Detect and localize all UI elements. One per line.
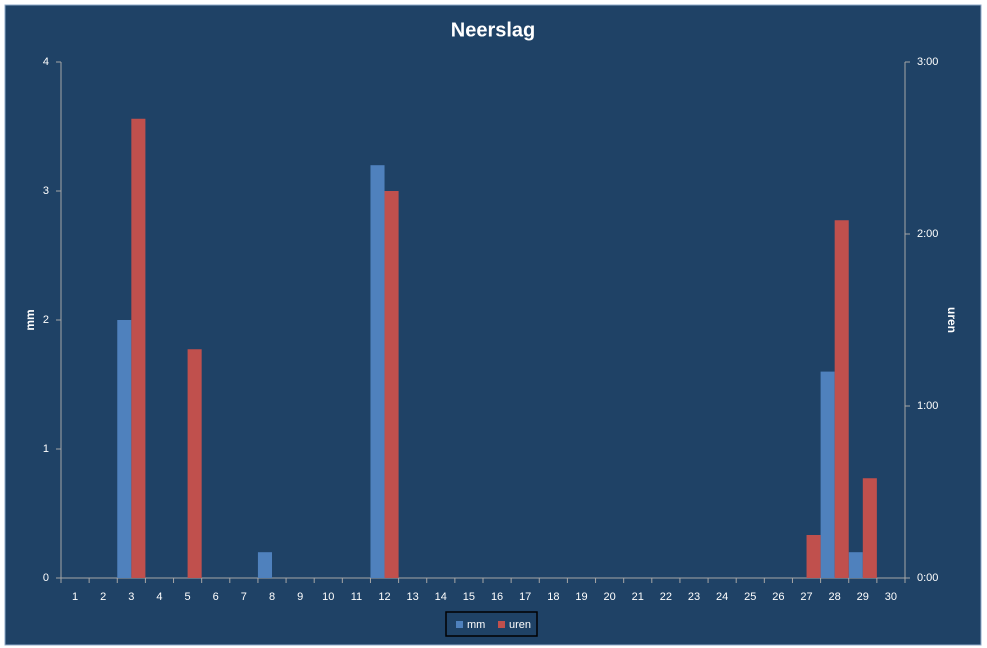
x-tick-label: 24 (716, 591, 728, 603)
x-tick-label: 21 (632, 591, 644, 603)
x-tick-label: 13 (407, 591, 419, 603)
x-tick-label: 27 (800, 591, 812, 603)
bar (257, 552, 272, 578)
x-tick-label: 3 (128, 591, 134, 603)
legend-swatch (498, 621, 505, 628)
legend-label: uren (509, 619, 531, 631)
x-tick-label: 17 (519, 591, 531, 603)
y-tick-label: 0 (43, 572, 49, 584)
x-tick-label: 30 (885, 591, 897, 603)
y2-tick-label: 2:00 (917, 228, 938, 240)
x-tick-label: 2 (100, 591, 106, 603)
bar (820, 371, 835, 578)
x-tick-label: 4 (156, 591, 162, 603)
x-tick-label: 18 (547, 591, 559, 603)
x-tick-label: 29 (857, 591, 869, 603)
y2-tick-label: 0:00 (917, 572, 938, 584)
x-tick-label: 28 (829, 591, 841, 603)
y-axis-title: mm (23, 309, 37, 330)
bar (117, 320, 132, 578)
x-tick-label: 26 (772, 591, 784, 603)
legend-swatch (456, 621, 463, 628)
chart-title: Neerslag (451, 19, 536, 41)
bar (131, 118, 146, 578)
x-tick-label: 11 (351, 591, 362, 603)
x-tick-label: 20 (603, 591, 615, 603)
x-tick-label: 23 (688, 591, 700, 603)
y-tick-label: 4 (43, 56, 49, 68)
legend-box (445, 611, 538, 637)
bar (384, 191, 399, 578)
x-tick-label: 9 (297, 591, 303, 603)
y-tick-label: 3 (43, 185, 49, 197)
y2-tick-label: 3:00 (917, 56, 938, 68)
x-tick-label: 19 (575, 591, 587, 603)
x-tick-label: 1 (72, 591, 78, 603)
x-tick-label: 16 (491, 591, 503, 603)
bar (834, 220, 849, 579)
bar (848, 552, 863, 578)
x-tick-label: 14 (435, 591, 447, 603)
y-tick-label: 1 (43, 443, 49, 455)
x-tick-label: 5 (185, 591, 191, 603)
y2-tick-label: 1:00 (917, 400, 938, 412)
bar (806, 535, 821, 578)
bar (862, 478, 877, 578)
y2-axis-title: uren (945, 307, 959, 333)
x-tick-label: 15 (463, 591, 475, 603)
bar (370, 165, 385, 578)
x-tick-label: 25 (744, 591, 756, 603)
x-tick-label: 8 (269, 591, 275, 603)
x-tick-label: 22 (660, 591, 672, 603)
x-tick-label: 10 (322, 591, 334, 603)
bar (187, 349, 202, 578)
y-tick-label: 2 (43, 314, 49, 326)
legend-label: mm (467, 619, 485, 631)
x-tick-label: 7 (241, 591, 247, 603)
x-tick-label: 6 (213, 591, 219, 603)
x-tick-label: 12 (378, 591, 390, 603)
